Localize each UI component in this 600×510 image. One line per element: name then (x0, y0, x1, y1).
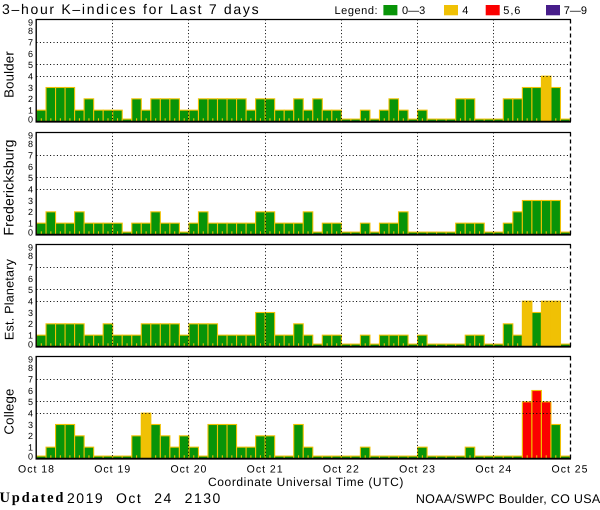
svg-text:8: 8 (28, 139, 33, 149)
svg-text:4: 4 (28, 72, 33, 82)
svg-text:0: 0 (28, 339, 33, 349)
svg-text:6: 6 (28, 386, 33, 396)
svg-text:Fredericksburg: Fredericksburg (1, 139, 17, 235)
svg-text:5,6: 5,6 (503, 5, 521, 17)
svg-text:Coordinate Universal Time (UTC: Coordinate Universal Time (UTC) (208, 475, 404, 489)
svg-text:4: 4 (462, 5, 468, 17)
svg-text:0: 0 (28, 451, 33, 461)
svg-text:8: 8 (28, 26, 33, 36)
svg-text:2: 2 (28, 431, 33, 441)
svg-text:Oct 25: Oct 25 (552, 464, 589, 476)
svg-text:NOAA/SWPC Boulder, CO USA: NOAA/SWPC Boulder, CO USA (416, 492, 600, 506)
svg-text:9: 9 (28, 17, 33, 27)
svg-text:3: 3 (28, 83, 33, 93)
svg-text:Legend:: Legend: (335, 5, 379, 17)
svg-text:3–hour K–indices for Last 7 da: 3–hour K–indices for Last 7 days (2, 1, 260, 17)
svg-text:5: 5 (28, 285, 33, 295)
svg-text:Updated: Updated (0, 490, 65, 506)
svg-text:7: 7 (28, 375, 33, 385)
svg-text:Oct 18: Oct 18 (18, 464, 55, 476)
svg-text:4: 4 (28, 409, 33, 419)
svg-text:Oct 24: Oct 24 (475, 464, 512, 476)
svg-text:1: 1 (28, 331, 33, 341)
svg-text:6: 6 (28, 49, 33, 59)
svg-text:0: 0 (28, 114, 33, 124)
svg-text:7: 7 (28, 263, 33, 273)
svg-text:9: 9 (28, 242, 33, 252)
svg-text:9: 9 (28, 130, 33, 140)
svg-text:7: 7 (28, 151, 33, 161)
svg-text:6: 6 (28, 162, 33, 172)
svg-text:5: 5 (28, 397, 33, 407)
svg-text:2: 2 (28, 319, 33, 329)
svg-text:7—9: 7—9 (564, 5, 587, 17)
svg-text:3: 3 (28, 196, 33, 206)
svg-text:1: 1 (28, 219, 33, 229)
svg-text:1: 1 (28, 443, 33, 453)
svg-text:2: 2 (28, 94, 33, 104)
svg-text:8: 8 (28, 251, 33, 261)
svg-text:1: 1 (28, 106, 33, 116)
svg-text:2019 Oct 24 2130: 2019 Oct 24 2130 (67, 490, 222, 506)
svg-text:2: 2 (28, 207, 33, 217)
svg-text:College: College (2, 388, 17, 434)
svg-text:5: 5 (28, 60, 33, 70)
svg-text:7: 7 (28, 38, 33, 48)
svg-text:Oct 21: Oct 21 (247, 464, 284, 476)
svg-text:3: 3 (28, 308, 33, 318)
svg-text:4: 4 (28, 185, 33, 195)
svg-text:Boulder: Boulder (2, 51, 17, 98)
svg-text:6: 6 (28, 274, 33, 284)
svg-text:0: 0 (28, 227, 33, 237)
svg-text:Est. Planetary: Est. Planetary (3, 258, 17, 340)
svg-text:Oct 20: Oct 20 (170, 464, 207, 476)
svg-text:3: 3 (28, 420, 33, 430)
svg-text:9: 9 (28, 354, 33, 364)
svg-text:Oct 22: Oct 22 (323, 464, 360, 476)
svg-text:0—3: 0—3 (402, 5, 425, 17)
svg-text:4: 4 (28, 297, 33, 307)
svg-text:Oct 19: Oct 19 (94, 464, 131, 476)
svg-text:5: 5 (28, 173, 33, 183)
svg-text:8: 8 (28, 363, 33, 373)
svg-text:Oct 23: Oct 23 (399, 464, 436, 476)
